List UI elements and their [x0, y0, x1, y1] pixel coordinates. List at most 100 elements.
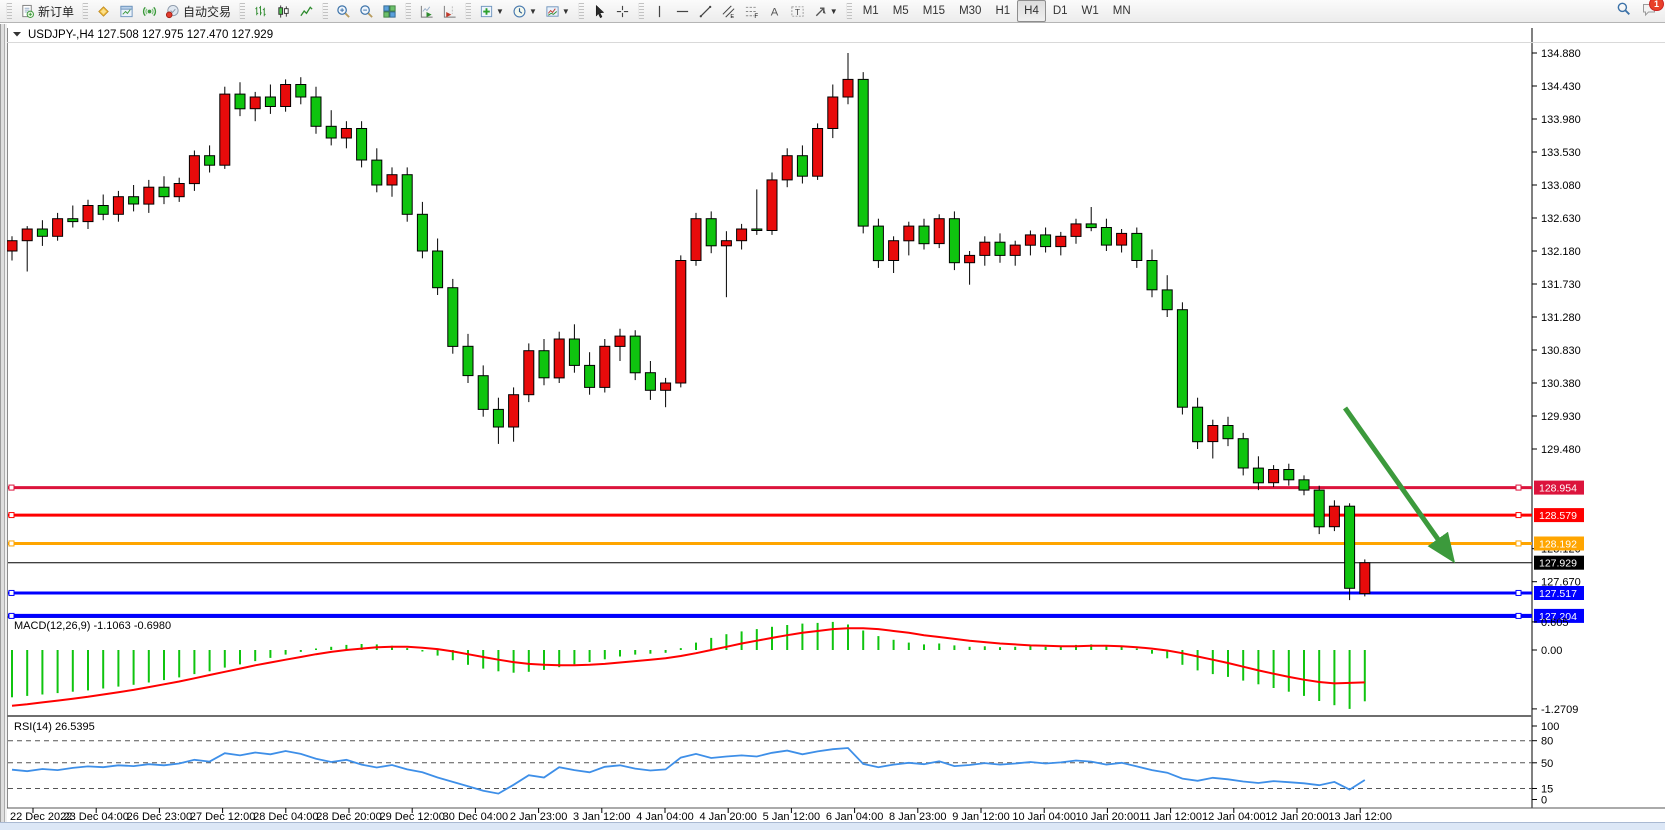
price-tick-label: 130.380	[1541, 378, 1581, 390]
trendline-button[interactable]	[694, 0, 717, 22]
label-icon: T	[790, 4, 805, 19]
line-anchor[interactable]	[8, 612, 15, 619]
timeframe-H1[interactable]: H1	[995, 5, 1011, 17]
text-button[interactable]: A	[763, 0, 786, 22]
candle-body-up	[82, 205, 94, 223]
price-axis[interactable]: 134.880 134.430 133.980 133.530 133.080 132.6…	[1532, 48, 1584, 807]
time-tick-label: 26 Dec 23:00	[127, 811, 192, 822]
timeframe-D1[interactable]: D1	[1052, 5, 1068, 17]
line-anchor[interactable]	[8, 540, 15, 547]
chart-background[interactable]	[7, 24, 1665, 822]
bar-chart-icon	[253, 4, 268, 19]
tile-windows-button[interactable]	[378, 0, 401, 22]
periods-button[interactable]: ▼	[508, 0, 541, 22]
price-level-badge	[1534, 586, 1584, 600]
chevron-down-icon[interactable]: ▼	[829, 6, 838, 16]
crosshair-button[interactable]	[611, 0, 634, 22]
chart-shift-button[interactable]	[438, 0, 461, 22]
signals-button[interactable]	[138, 0, 161, 22]
autotrading-button[interactable]: 自动交易	[161, 0, 235, 22]
line-anchor[interactable]	[8, 589, 15, 596]
candle-body-up	[675, 260, 687, 384]
line-anchor[interactable]	[1515, 540, 1522, 547]
add-indicator-icon	[479, 4, 494, 19]
new-order-button[interactable]: 新订单	[16, 0, 78, 22]
arrows-button[interactable]: ▼	[809, 0, 842, 22]
signals-icon	[142, 4, 157, 19]
chat-button[interactable]: 1	[1641, 0, 1664, 22]
templates-button[interactable]: ▼	[541, 0, 574, 22]
time-tick-label: 10 Jan 20:00	[1076, 811, 1140, 822]
timeframe-MN[interactable]: MN	[1112, 5, 1131, 17]
chevron-down-icon[interactable]: ▼	[561, 6, 570, 16]
fibonacci-button[interactable]: F	[740, 0, 763, 22]
market-watch-button[interactable]	[92, 0, 115, 22]
zoom-in-button[interactable]	[332, 0, 355, 22]
candle-body-up	[508, 394, 520, 428]
candle-body-up	[340, 128, 352, 139]
time-tick-label: 2 Jan 23:00	[510, 811, 568, 822]
price-tick-label: 133.980	[1541, 114, 1581, 126]
line-anchor[interactable]	[1515, 484, 1522, 491]
rsi-pane: RSI(14) 26.5395	[8, 721, 1532, 795]
price-level-badge-text: 127.517	[1539, 588, 1577, 600]
add-indicator-button[interactable]: ▼	[475, 0, 508, 22]
price-tick-label: 132.180	[1541, 246, 1581, 258]
gold-icon	[96, 4, 111, 19]
toolbar: 新订单 自动交易 ▼ ▼ ▼ E F A T ▼ M1 M5 M15 M30 H1 H4 D1 W1 MN 1	[0, 0, 1665, 23]
trend-arrow-annotation[interactable]	[1342, 406, 1456, 564]
arrows-icon	[813, 4, 828, 19]
timeframe-M1[interactable]: M1	[862, 5, 879, 17]
candle-body-up	[52, 218, 64, 237]
candlesticks	[6, 53, 1371, 601]
trendline-icon	[698, 4, 713, 19]
candle-body-down	[295, 84, 307, 98]
label-button[interactable]: T	[786, 0, 809, 22]
timeframe-M5[interactable]: M5	[892, 5, 909, 17]
candle-body-up	[827, 96, 839, 129]
chevron-down-icon[interactable]: ▼	[496, 6, 504, 16]
timeframe-M15[interactable]: M15	[922, 5, 946, 17]
rsi-line	[11, 747, 1366, 795]
line-anchor[interactable]	[8, 484, 15, 491]
time-tick-label: 9 Jan 12:00	[952, 811, 1010, 822]
line-chart-button[interactable]	[295, 0, 318, 22]
candle-chart-button[interactable]	[272, 0, 295, 22]
time-tick-label: 22 Dec 2022	[10, 811, 72, 822]
price-tick-label: 132.630	[1541, 213, 1581, 225]
new-order-button-label: 新订单	[38, 4, 75, 19]
auto-scroll-button[interactable]	[415, 0, 438, 22]
bar-chart-button[interactable]	[249, 0, 272, 22]
price-level-lines[interactable]	[8, 484, 1532, 619]
channel-button[interactable]: E	[717, 0, 740, 22]
time-tick-label: 28 Dec 04:00	[253, 811, 318, 822]
cursor-button[interactable]	[588, 0, 611, 22]
chevron-down-icon[interactable]: ▼	[528, 6, 537, 16]
templates-icon	[545, 4, 560, 19]
time-tick-label: 13 Jan 12:00	[1328, 811, 1392, 822]
line-anchor[interactable]	[1515, 512, 1522, 519]
horizontal-line-button[interactable]	[671, 0, 694, 22]
line-anchor[interactable]	[8, 512, 15, 519]
timeframe-H4[interactable]: H4	[1017, 0, 1046, 22]
price-level-badge	[1534, 555, 1584, 570]
candle-body-down	[751, 228, 763, 231]
vertical-line-button[interactable]	[648, 0, 671, 22]
line-anchor[interactable]	[1515, 589, 1522, 596]
time-tick-label: 6 Jan 04:00	[826, 811, 884, 822]
line-anchor[interactable]	[1515, 612, 1522, 619]
search-button[interactable]	[1616, 1, 1631, 21]
candle-body-down	[705, 218, 717, 247]
zoom-out-button[interactable]	[355, 0, 378, 22]
timeframe-M30[interactable]: M30	[959, 5, 982, 17]
data-window-button[interactable]	[115, 0, 138, 22]
timeframe-W1[interactable]: W1	[1081, 5, 1099, 17]
rsi-tick-label: 15	[1541, 784, 1553, 796]
time-tick-label: 27 Dec 12:00	[190, 811, 255, 822]
candle-body-down	[204, 155, 216, 166]
chart-menu-icon[interactable]	[13, 32, 21, 37]
time-tick-label: 4 Jan 04:00	[636, 811, 694, 822]
candle-body-down	[371, 159, 383, 186]
